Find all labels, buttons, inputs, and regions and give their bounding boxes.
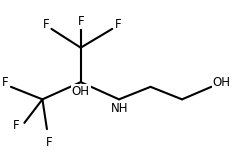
Text: F: F (114, 18, 121, 31)
Text: OH: OH (72, 85, 90, 98)
Text: F: F (77, 15, 84, 28)
Text: NH: NH (111, 102, 129, 115)
Text: OH: OH (212, 76, 230, 89)
Text: F: F (46, 136, 52, 149)
Text: F: F (43, 18, 49, 31)
Text: F: F (2, 76, 9, 89)
Text: F: F (13, 119, 20, 133)
